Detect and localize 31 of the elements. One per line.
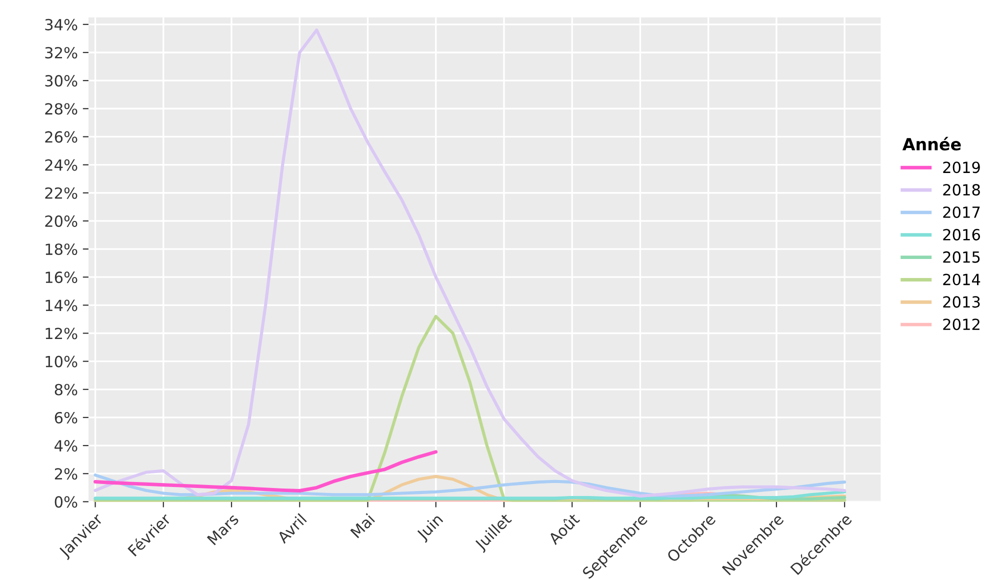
legend-label: 2013 (943, 296, 980, 308)
y-tick-label: 34% (45, 18, 78, 30)
y-tick-label: 10% (46, 356, 78, 368)
x-tick-label: Mai (350, 513, 376, 538)
legend-label: 2018 (943, 184, 980, 196)
y-tick-label: 24% (45, 159, 78, 171)
line-series (94, 450, 438, 492)
y-tick-label: 28% (45, 103, 78, 115)
y-tick-label: 18% (46, 243, 78, 256)
y-tick-label: 6% (54, 412, 78, 424)
legend-label: 2017 (943, 206, 980, 218)
y-tick-label: 14% (46, 300, 78, 312)
y-tick-label: 20% (45, 215, 78, 227)
y-tick-label: 16% (46, 272, 78, 284)
line-series (94, 28, 846, 498)
y-tick-label: 8% (54, 384, 78, 396)
y-tick-label: 22% (45, 187, 78, 199)
legend-label: 2015 (943, 251, 980, 263)
legend-label: 2016 (943, 228, 980, 240)
y-tick-label: 30% (45, 75, 78, 87)
y-tick-label: 32% (45, 46, 78, 59)
y-tick-label: 2% (54, 468, 78, 480)
legend-label: 2019 (943, 162, 980, 174)
y-tick-label: 12% (46, 328, 78, 340)
y-tick-label: 26% (45, 131, 78, 143)
legend-label: 2014 (943, 274, 980, 286)
legend-label: 2012 (943, 318, 980, 330)
y-tick-label: 4% (54, 440, 78, 452)
line-series (94, 314, 846, 502)
y-tick-label: 0% (54, 496, 78, 508)
legend-title: Année (902, 136, 961, 150)
